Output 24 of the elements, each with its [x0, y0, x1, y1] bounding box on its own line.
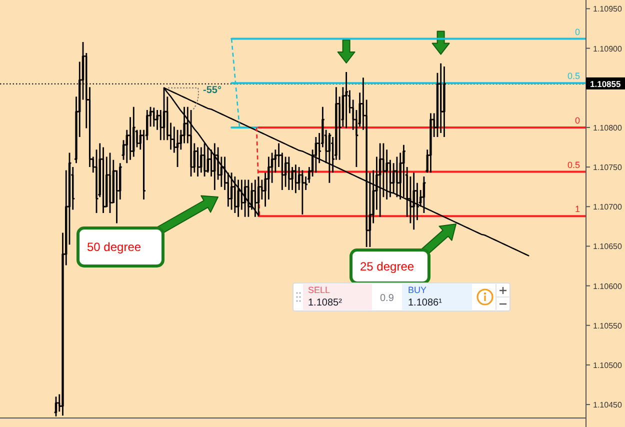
annotation: -55°: [203, 84, 222, 96]
ref-line-label: 1.10855: [590, 78, 621, 89]
series-label: 0: [574, 115, 580, 126]
y-tick-label: 1.10900: [593, 44, 622, 54]
annotation: BUY: [408, 285, 427, 295]
series-label: 0.5: [567, 71, 580, 82]
annotation: 0.9: [380, 293, 394, 304]
y-tick-label: 1.10550: [593, 321, 622, 330]
y-tick-label: 1.10750: [593, 163, 622, 172]
annotation: 50 degree: [87, 240, 142, 254]
annotation: 25 degree: [360, 260, 414, 274]
y-tick-label: 1.10650: [593, 242, 622, 252]
annotation: 1.1085²: [308, 298, 343, 308]
y-tick-label: 1.10500: [593, 360, 622, 370]
y-tick-label: 1.10700: [593, 202, 622, 212]
series-label: 0: [574, 26, 580, 37]
series-label: 0.5: [567, 160, 580, 170]
y-tick-label: 1.10450: [593, 400, 622, 410]
series-label: 1: [574, 204, 580, 214]
y-tick-label: 1.10800: [593, 123, 622, 132]
annotation: SELL: [308, 285, 330, 295]
y-tick-label: 1.10600: [593, 282, 622, 291]
y-tick-label: 1.10950: [593, 4, 622, 14]
annotation: 1.1086¹: [408, 298, 443, 308]
